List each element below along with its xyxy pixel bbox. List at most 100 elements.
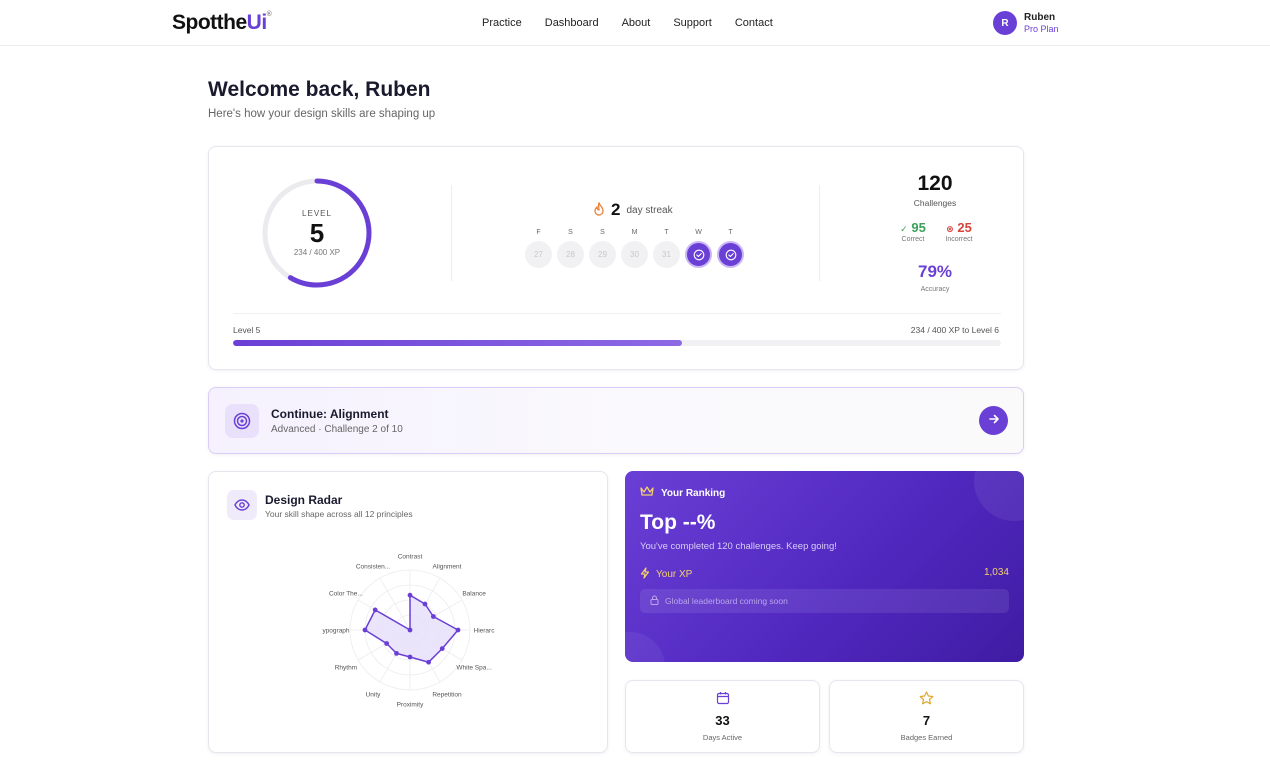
radar-point: [422, 601, 428, 607]
nav-links: Practice Dashboard About Support Contact: [482, 17, 796, 29]
radar-axis-label: Proximity: [397, 702, 424, 709]
radar-point: [384, 641, 390, 646]
nav-link-contact[interactable]: Contact: [734, 17, 773, 29]
radar-subtitle: Your skill shape across all 12 principle…: [265, 509, 413, 519]
radar-point: [430, 614, 436, 619]
incorrect-stat: ⊗ 25 Incorrect: [937, 220, 981, 243]
day-0: F 27: [525, 229, 552, 268]
page-subtitle: Here's how your design skills are shapin…: [208, 108, 436, 120]
xp-value: 1,034: [983, 567, 1009, 578]
streak-count: 2: [611, 200, 621, 219]
design-radar-card: Design Radar Your skill shape across all…: [208, 471, 608, 753]
level-ring-progress: [262, 178, 372, 288]
continue-title: Continue: Alignment: [271, 407, 389, 421]
nav-link-practice[interactable]: Practice: [482, 17, 522, 29]
check-circle-icon: [693, 249, 704, 260]
nav-link-support[interactable]: Support: [673, 17, 712, 29]
day-6: T: [717, 229, 744, 268]
xp-progress-bar: [233, 340, 1001, 346]
divider: [819, 185, 820, 281]
radar-axis-label: Color The...: [329, 591, 363, 598]
day-5: W: [685, 229, 712, 268]
radar-point: [372, 607, 378, 613]
star-icon: [830, 691, 1023, 710]
radar-point: [362, 627, 368, 633]
radar-axis-label: Hierarc: [474, 628, 496, 635]
days-active-card: 33 Days Active: [625, 680, 820, 753]
decorative-bubble: [974, 471, 1024, 521]
days-active-label: Days Active: [702, 733, 743, 742]
level-xp: 234 / 400 XP: [293, 248, 341, 257]
nav-link-about[interactable]: About: [621, 17, 651, 29]
day-letter: F: [536, 229, 541, 236]
level-ring: LEVEL 5 234 / 400 XP: [261, 177, 373, 289]
level-ring-svg: [262, 178, 372, 288]
leaderboard-text: Global leaderboard coming soon: [665, 596, 788, 606]
radar-axis-label: Contrast: [398, 554, 423, 561]
calendar-icon: [626, 691, 819, 710]
badges-earned-card: 7 Badges Earned: [829, 680, 1024, 753]
days-active-value: 33: [715, 713, 730, 728]
day-letter: S: [600, 229, 605, 236]
radar-point: [407, 627, 413, 633]
day-circle: 28: [557, 241, 584, 268]
day-circle: 29: [589, 241, 616, 268]
day-circle: 31: [653, 241, 680, 268]
xp-progress-fill: [233, 340, 683, 346]
day-letter: S: [568, 229, 573, 236]
radar-point: [426, 659, 431, 665]
accuracy-value: 79%: [917, 262, 953, 281]
day-completed: [717, 241, 744, 268]
challenges-count: 120: [917, 172, 953, 195]
divider: [451, 185, 452, 281]
xp-label: Your XP: [640, 567, 692, 582]
eye-icon: [227, 490, 257, 520]
day-3: M 30: [621, 229, 648, 268]
day-2: S 29: [589, 229, 616, 268]
leaderboard-notice: Global leaderboard coming soon: [640, 589, 1009, 613]
target-icon: [225, 404, 259, 438]
day-4: T 31: [653, 229, 680, 268]
continue-button[interactable]: [979, 406, 1008, 435]
accuracy-label: Accuracy: [920, 286, 950, 293]
day-circle: 27: [525, 241, 552, 268]
crown-icon: [640, 486, 654, 500]
radar-axis-label: Balance: [462, 591, 486, 598]
continue-challenge-card[interactable]: Continue: Alignment Advanced · Challenge…: [208, 387, 1024, 454]
correct-count: 95: [911, 220, 926, 235]
top-nav: SpottheUi® Practice Dashboard About Supp…: [0, 0, 1270, 46]
flame-icon: [593, 200, 605, 219]
ranking-card: Your Ranking Top --% You've completed 12…: [625, 471, 1024, 662]
day-letter: T: [728, 229, 733, 236]
level-label: LEVEL: [302, 209, 332, 218]
challenges-label: Challenges: [913, 198, 957, 208]
streak: 2 day streak: [593, 200, 673, 220]
radar-axis-label: Consisten...: [356, 563, 391, 570]
level-number: 5: [309, 218, 325, 248]
radar-axis-label: Alignment: [433, 563, 462, 570]
correct-stat: ✓ 95 Correct: [891, 220, 935, 243]
radar-point: [407, 592, 413, 598]
week-days: F 27 S 28 S 29 M 30 T 31 W T: [525, 229, 744, 268]
nav-link-dashboard[interactable]: Dashboard: [544, 17, 599, 29]
radar-point: [439, 646, 445, 651]
logo[interactable]: SpottheUi®: [172, 11, 272, 34]
badges-earned-label: Badges Earned: [900, 733, 953, 742]
radar-axis-label: White Spa...: [456, 665, 492, 672]
divider: [233, 313, 1001, 314]
progress-xp-label: 234 / 400 XP to Level 6: [910, 325, 999, 335]
radar-chart: Contrast Alignment Balance Hierarc White Spa…: [322, 554, 496, 709]
page-title: Welcome back, Ruben: [208, 78, 431, 101]
ranking-heading: Your Ranking: [640, 486, 725, 500]
radar-axis-label: Rhythm: [335, 665, 357, 672]
ranking-percentile: Top --%: [640, 511, 716, 534]
radar-title: Design Radar: [265, 493, 343, 507]
radar-axis-label: ypograph: [322, 628, 349, 635]
user-menu[interactable]: R Ruben Pro Plan: [993, 11, 1059, 35]
radar-point: [407, 654, 413, 660]
radar-axis-label: Unity: [366, 692, 382, 699]
x-circle-icon: ⊗: [946, 224, 954, 234]
stats-card: LEVEL 5 234 / 400 XP 2 day streak F 27 S 28…: [208, 146, 1024, 370]
progress-level-label: Level 5: [233, 325, 261, 335]
avatar[interactable]: R: [993, 11, 1017, 35]
